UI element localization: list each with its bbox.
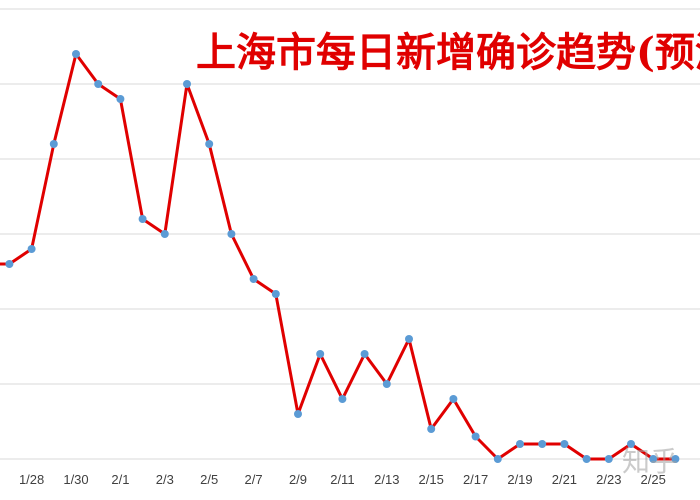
data-point xyxy=(493,455,502,463)
data-point xyxy=(249,275,258,283)
x-tick-label: 2/11 xyxy=(330,472,354,487)
x-tick-label: 2/9 xyxy=(289,472,307,487)
x-tick-label: 2/13 xyxy=(374,472,399,487)
x-tick-label: 1/28 xyxy=(19,472,44,487)
data-point xyxy=(516,440,524,448)
x-tick-label: 2/15 xyxy=(419,472,444,487)
data-point xyxy=(316,350,325,358)
data-point xyxy=(160,230,169,238)
data-point xyxy=(94,80,103,88)
data-point xyxy=(582,455,591,463)
data-point xyxy=(604,455,613,463)
x-tick-label: 2/1 xyxy=(111,472,129,487)
data-point xyxy=(49,140,58,148)
gridlines xyxy=(0,8,700,460)
data-point xyxy=(382,380,391,388)
x-tick-label: 2/19 xyxy=(507,472,532,487)
x-tick-label: 1/30 xyxy=(63,472,88,487)
data-point xyxy=(538,440,547,448)
watermark-logo: 知乎 xyxy=(622,445,679,478)
data-point xyxy=(271,290,280,298)
x-tick-label: 2/17 xyxy=(463,472,488,487)
x-tick-label: 2/21 xyxy=(552,472,577,487)
data-point xyxy=(27,245,36,253)
x-tick-label: 2/7 xyxy=(245,472,263,487)
data-point xyxy=(72,50,80,58)
x-tick-label: 2/5 xyxy=(200,472,218,487)
data-point xyxy=(427,425,436,433)
x-tick-label: 2/3 xyxy=(156,472,174,487)
data-point xyxy=(405,335,413,343)
data-point xyxy=(294,410,302,418)
data-point xyxy=(116,95,125,103)
data-point xyxy=(560,440,569,448)
data-point xyxy=(227,230,236,238)
data-point xyxy=(449,395,458,403)
data-point xyxy=(360,350,369,358)
data-point xyxy=(671,455,680,463)
data-point xyxy=(138,215,147,223)
data-point xyxy=(627,440,635,448)
x-tick-label: 2/23 xyxy=(596,472,621,487)
series-line xyxy=(0,52,676,461)
data-point xyxy=(471,432,480,441)
data-point xyxy=(205,140,214,148)
chart-title: 上海市每日新增确诊趋势(预测 xyxy=(196,29,700,76)
data-point xyxy=(338,395,347,403)
x-tick-label: 2/25 xyxy=(641,472,666,487)
x-axis-tick-labels: 1/261/281/302/12/32/52/72/92/112/132/152… xyxy=(19,472,666,487)
data-point xyxy=(183,80,191,88)
data-point xyxy=(649,455,658,463)
data-points xyxy=(5,50,680,463)
data-point xyxy=(5,260,14,268)
